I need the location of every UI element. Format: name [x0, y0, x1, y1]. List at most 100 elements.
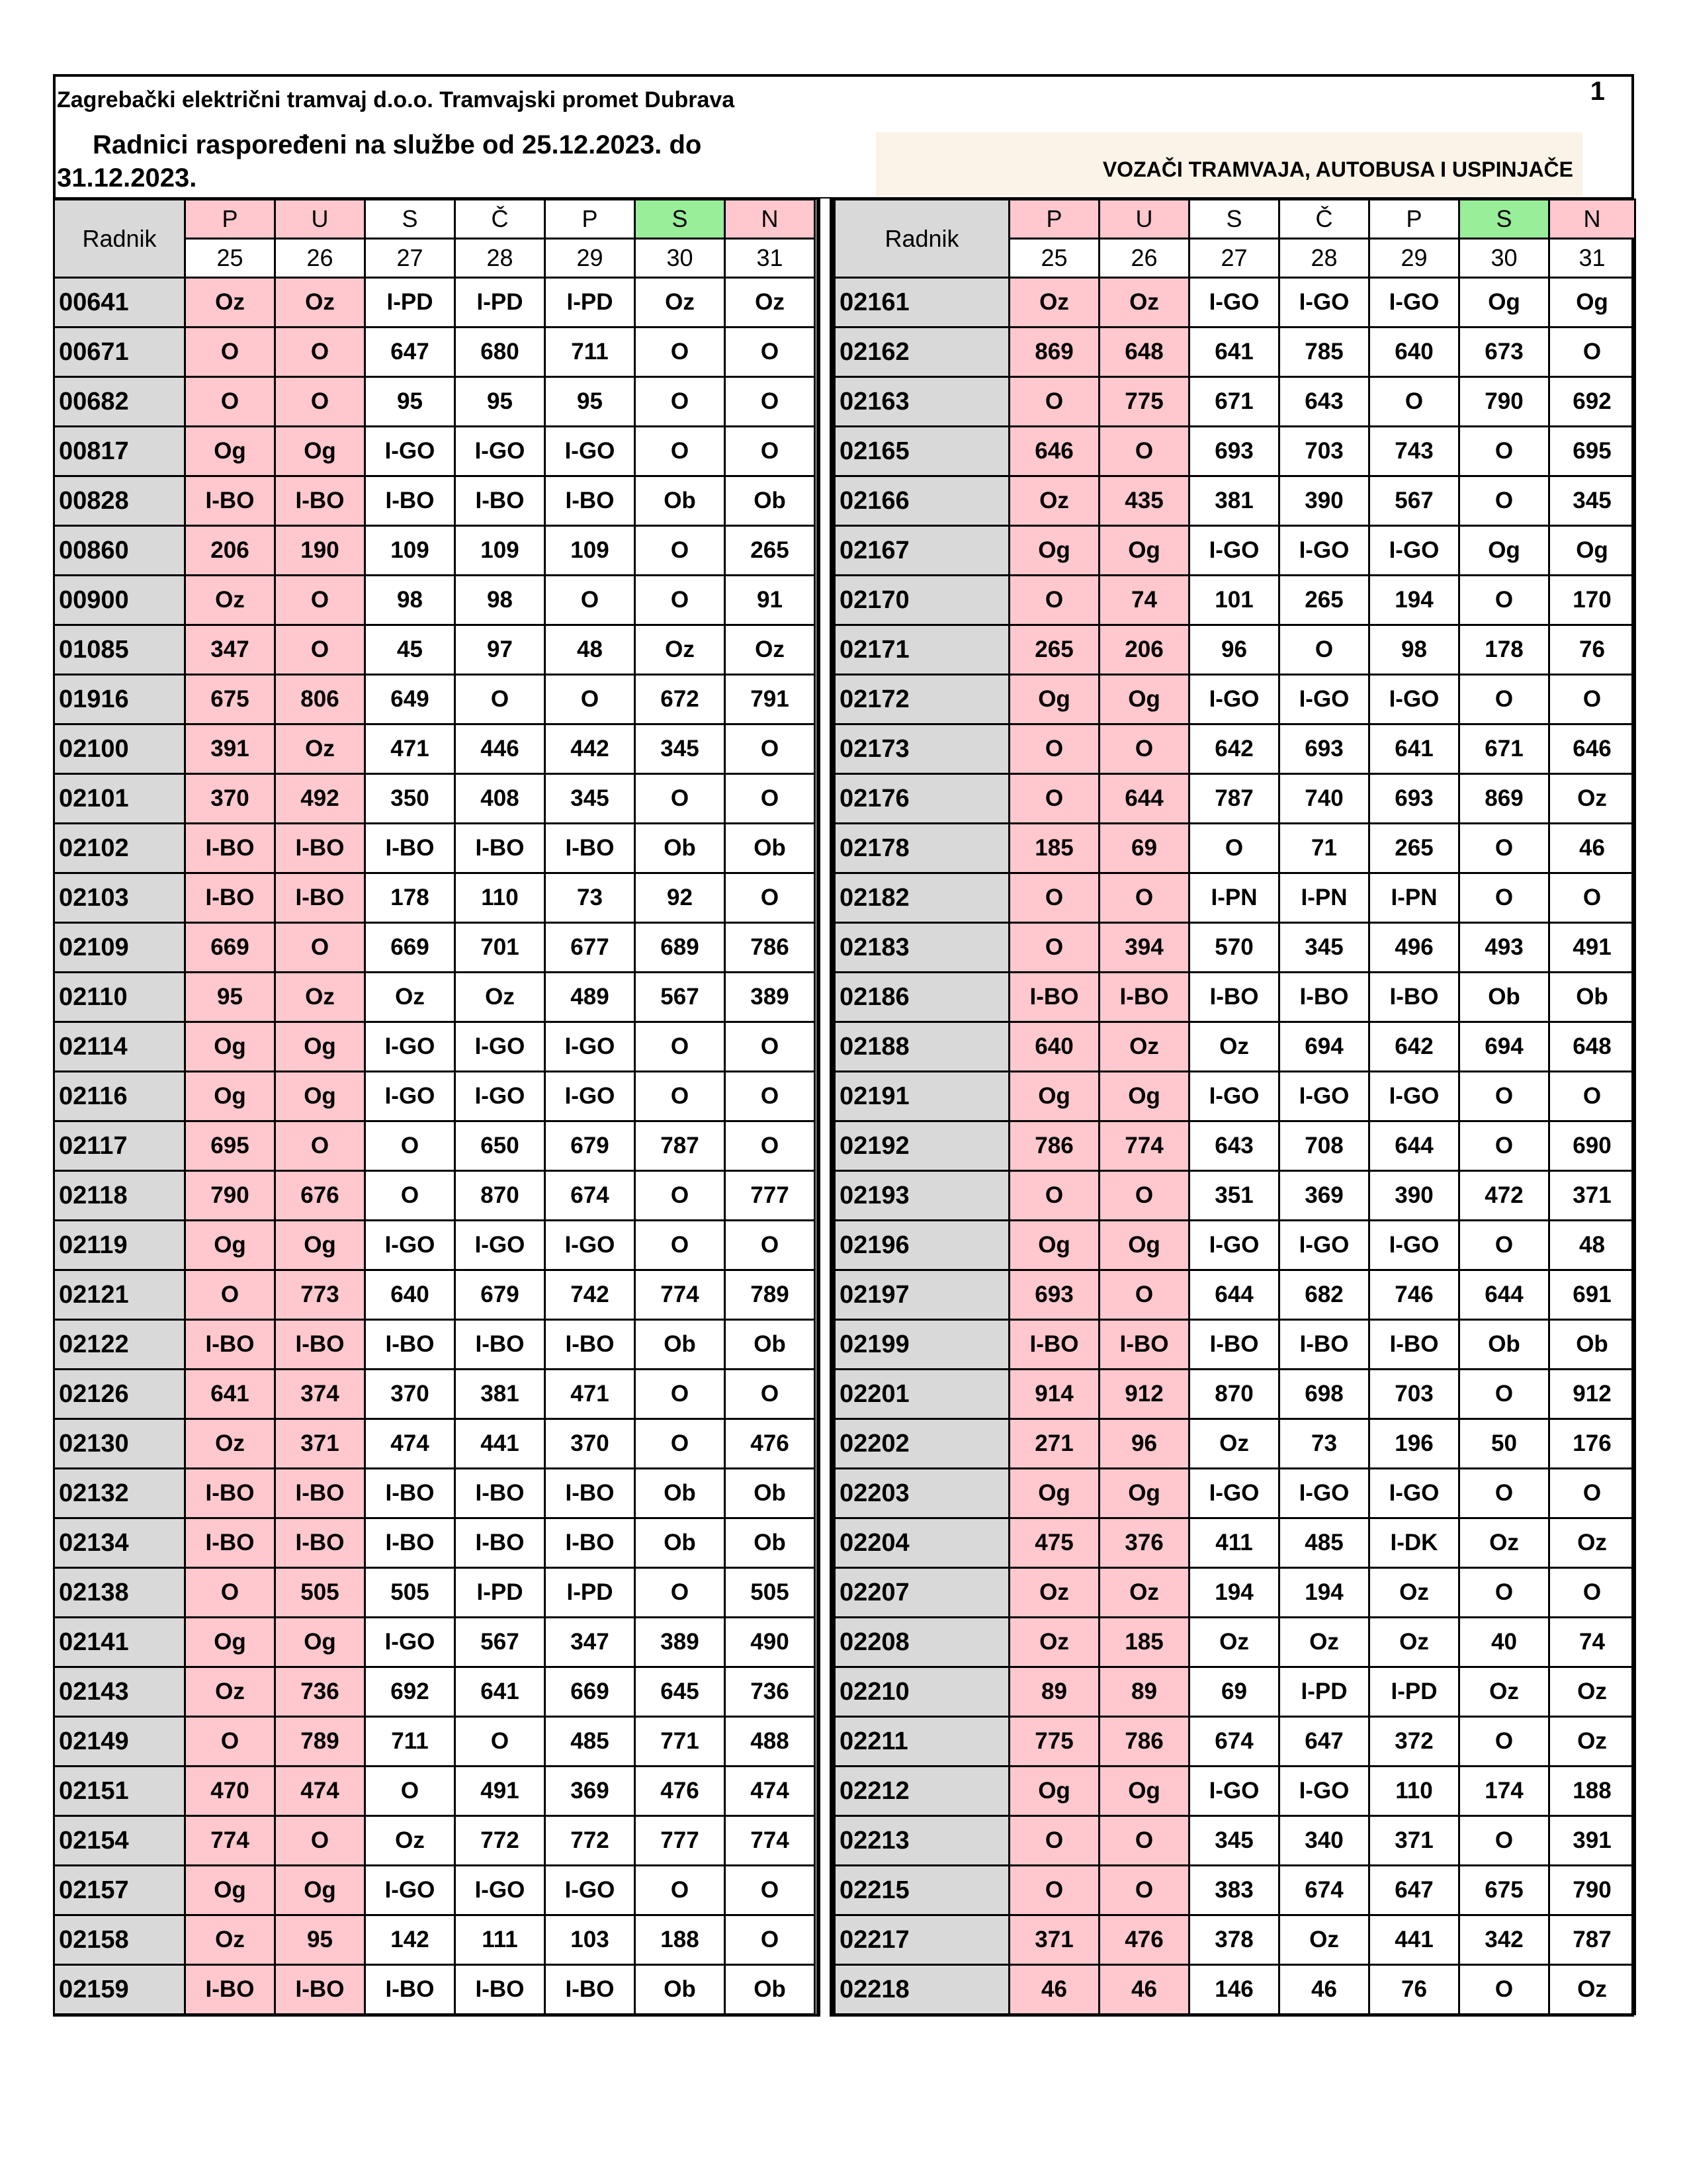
shift-cell: Oz [1548, 1964, 1636, 2015]
shift-cell: 389 [724, 971, 816, 1023]
shift-cell: I-PD [454, 277, 546, 328]
shift-cell: O [274, 326, 366, 378]
employee-id: 02121 [53, 1269, 186, 1321]
shift-cell: 371 [274, 1418, 366, 1469]
table-row: 02212 Og Og I-GO I-GO 110 174 188 [834, 1765, 1636, 1817]
shift-cell: O [1098, 1864, 1190, 1916]
shift-cell: 476 [634, 1765, 726, 1817]
shift-cell: Og [274, 425, 366, 477]
shift-cell: O [454, 674, 546, 725]
employee-id: 02170 [834, 574, 1010, 626]
shift-cell: Ob [1458, 1319, 1550, 1370]
date-header: 26 [1098, 238, 1190, 279]
shift-cell: 185 [1008, 822, 1100, 874]
shift-cell: 76 [1548, 624, 1636, 676]
shift-cell: I-GO [1188, 525, 1280, 576]
shift-cell: 46 [1098, 1964, 1190, 2015]
shift-cell: 496 [1368, 922, 1460, 973]
shift-cell: I-BO [184, 822, 276, 874]
employee-id: 00828 [53, 475, 186, 527]
shift-cell: 95 [454, 376, 546, 427]
shift-cell: 647 [1368, 1864, 1460, 1916]
shift-cell: Og [1458, 525, 1550, 576]
shift-cell: 701 [454, 922, 546, 973]
shift-cell: 693 [1008, 1269, 1100, 1321]
shift-cell: 912 [1548, 1368, 1636, 1420]
shift-cell: O [1458, 674, 1550, 725]
shift-cell: 643 [1278, 376, 1370, 427]
shift-cell: Og [184, 1219, 276, 1271]
shift-cell: 474 [364, 1418, 456, 1469]
table-row: 02109 669 O 669 701 677 689 786 [53, 922, 816, 973]
shift-cell: I-BO [1368, 1319, 1460, 1370]
table-row: 02162 869 648 641 785 640 673 O [834, 326, 1636, 378]
employee-id: 02126 [53, 1368, 186, 1420]
shift-cell: I-GO [364, 1070, 456, 1122]
employee-id: 02118 [53, 1170, 186, 1221]
table-row: 02138 O 505 505 I-PD I-PD O 505 [53, 1567, 816, 1618]
shift-cell: O [1098, 872, 1190, 924]
table-row: 02171 265 206 96 O 98 178 76 [834, 624, 1636, 676]
shift-cell: 669 [184, 922, 276, 973]
shift-cell: Ob [724, 475, 816, 527]
shift-cell: I-BO [544, 1964, 636, 2015]
shift-cell: 692 [364, 1666, 456, 1718]
shift-cell: 674 [544, 1170, 636, 1221]
shift-cell: 488 [724, 1716, 816, 1767]
day-header: P [184, 198, 276, 240]
table-row: 02119 Og Og I-GO I-GO I-GO O O [53, 1219, 816, 1271]
table-row: 00900 Oz O 98 98 O O 91 [53, 574, 816, 626]
shift-cell: 703 [1368, 1368, 1460, 1420]
shift-cell: 786 [1098, 1716, 1190, 1767]
shift-cell: 265 [1008, 624, 1100, 676]
shift-cell: I-GO [1188, 1070, 1280, 1122]
shift-cell: Oz [1008, 1567, 1100, 1618]
shift-cell: 692 [1548, 376, 1636, 427]
shift-cell: I-BO [454, 822, 546, 874]
day-header: S [364, 198, 456, 240]
shift-cell: Ob [724, 1467, 816, 1519]
employee-id: 02199 [834, 1319, 1010, 1370]
table-row: 02203 Og Og I-GO I-GO I-GO O O [834, 1467, 1636, 1519]
shift-cell: 491 [1548, 922, 1636, 973]
shift-cell: 775 [1098, 376, 1190, 427]
table-row: 00671 O O 647 680 711 O O [53, 326, 816, 378]
shift-cell: 46 [1548, 822, 1636, 874]
shift-cell: I-GO [544, 1864, 636, 1916]
employee-id: 02188 [834, 1021, 1010, 1072]
table-row: 02100 391 Oz 471 446 442 345 O [53, 723, 816, 775]
shift-cell: 441 [1368, 1914, 1460, 1966]
shift-cell: 48 [1548, 1219, 1636, 1271]
shift-cell: O [724, 1914, 816, 1966]
shift-cell: Oz [724, 277, 816, 328]
day-header: P [1368, 198, 1460, 240]
table-row: 02188 640 Oz Oz 694 642 694 648 [834, 1021, 1636, 1072]
employee-id: 02101 [53, 773, 186, 824]
shift-cell: 190 [274, 525, 366, 576]
shift-cell: 378 [1188, 1914, 1280, 1966]
table-row: 02193 O O 351 369 390 472 371 [834, 1170, 1636, 1221]
shift-cell: 640 [1008, 1021, 1100, 1072]
employee-id: 02217 [834, 1914, 1010, 1966]
shift-cell: O [1098, 425, 1190, 477]
shift-cell: I-GO [544, 1070, 636, 1122]
employee-id: 02103 [53, 872, 186, 924]
shift-cell: I-PD [454, 1567, 546, 1618]
employee-id: 02212 [834, 1765, 1010, 1817]
shift-cell: 671 [1188, 376, 1280, 427]
shift-cell: I-GO [1368, 525, 1460, 576]
day-header: S [1188, 198, 1280, 240]
shift-cell: 646 [1008, 425, 1100, 477]
shift-cell: 442 [544, 723, 636, 775]
shift-cell: 351 [1188, 1170, 1280, 1221]
employee-id: 02197 [834, 1269, 1010, 1321]
shift-cell: I-GO [1188, 277, 1280, 328]
shift-cell: 109 [544, 525, 636, 576]
shift-cell: I-GO [364, 1616, 456, 1668]
shift-cell: 650 [454, 1120, 546, 1172]
employee-id: 00900 [53, 574, 186, 626]
shift-cell: 89 [1008, 1666, 1100, 1718]
shift-cell: Oz [1368, 1616, 1460, 1668]
employee-id: 02208 [834, 1616, 1010, 1668]
shift-cell: 371 [1008, 1914, 1100, 1966]
